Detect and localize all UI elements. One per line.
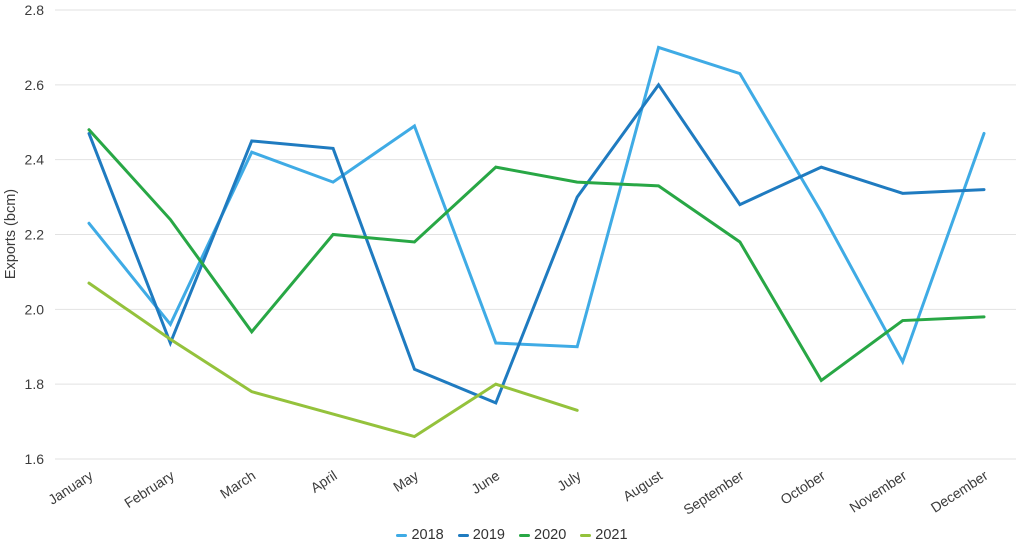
- x-axis-tick-labels: January February March April May June July Augu…: [45, 467, 991, 518]
- legend-dash-icon: [396, 533, 408, 537]
- series-lines: [87, 45, 986, 439]
- x-tick-label: October: [777, 467, 828, 508]
- legend-item-2018[interactable]: 2018: [396, 527, 444, 543]
- y-tick-label: 1.6: [25, 451, 45, 467]
- x-tick-label: September: [680, 467, 746, 518]
- x-tick-label: February: [121, 467, 177, 511]
- y-axis-tick-labels: 2.8 2.6 2.4 2.2 2.0 1.8 1.6: [25, 2, 45, 467]
- legend-item-2019[interactable]: 2019: [457, 527, 505, 543]
- legend-dash-icon: [580, 533, 592, 537]
- legend-label: 2019: [472, 527, 505, 543]
- series-line-2021: [87, 281, 579, 439]
- legend-label: 2018: [411, 527, 444, 543]
- legend-dash-icon: [519, 533, 530, 537]
- y-tick-label: 2.2: [25, 227, 45, 243]
- x-tick-label: August: [620, 467, 665, 504]
- x-tick-label: July: [554, 467, 584, 494]
- legend-dash-icon: [457, 533, 469, 537]
- x-tick-label: December: [928, 467, 991, 516]
- gridlines: [55, 9, 1016, 460]
- series-line-2018: [87, 45, 986, 366]
- legend-item-2021[interactable]: 2021: [580, 527, 628, 543]
- legend-item-2020[interactable]: 2020: [519, 527, 566, 543]
- legend-label: 2020: [534, 527, 567, 543]
- y-tick-label: 1.8: [25, 376, 45, 392]
- legend-label: 2021: [595, 527, 628, 543]
- series-line-2020: [87, 128, 986, 383]
- x-tick-label: March: [217, 467, 258, 502]
- x-tick-label: January: [45, 467, 95, 508]
- x-tick-label: April: [308, 467, 340, 496]
- chart-legend: 2018 2019 2020 2021: [0, 527, 1024, 543]
- y-axis-title: Exports (bcm): [3, 189, 19, 279]
- x-tick-label: November: [846, 467, 909, 516]
- y-tick-label: 2.4: [25, 152, 45, 168]
- x-tick-label: May: [390, 467, 421, 495]
- x-tick-label: June: [468, 467, 502, 497]
- y-tick-label: 2.6: [25, 77, 45, 93]
- y-tick-label: 2.8: [25, 2, 45, 18]
- y-tick-label: 2.0: [25, 301, 45, 317]
- series-line-2019: [87, 82, 986, 405]
